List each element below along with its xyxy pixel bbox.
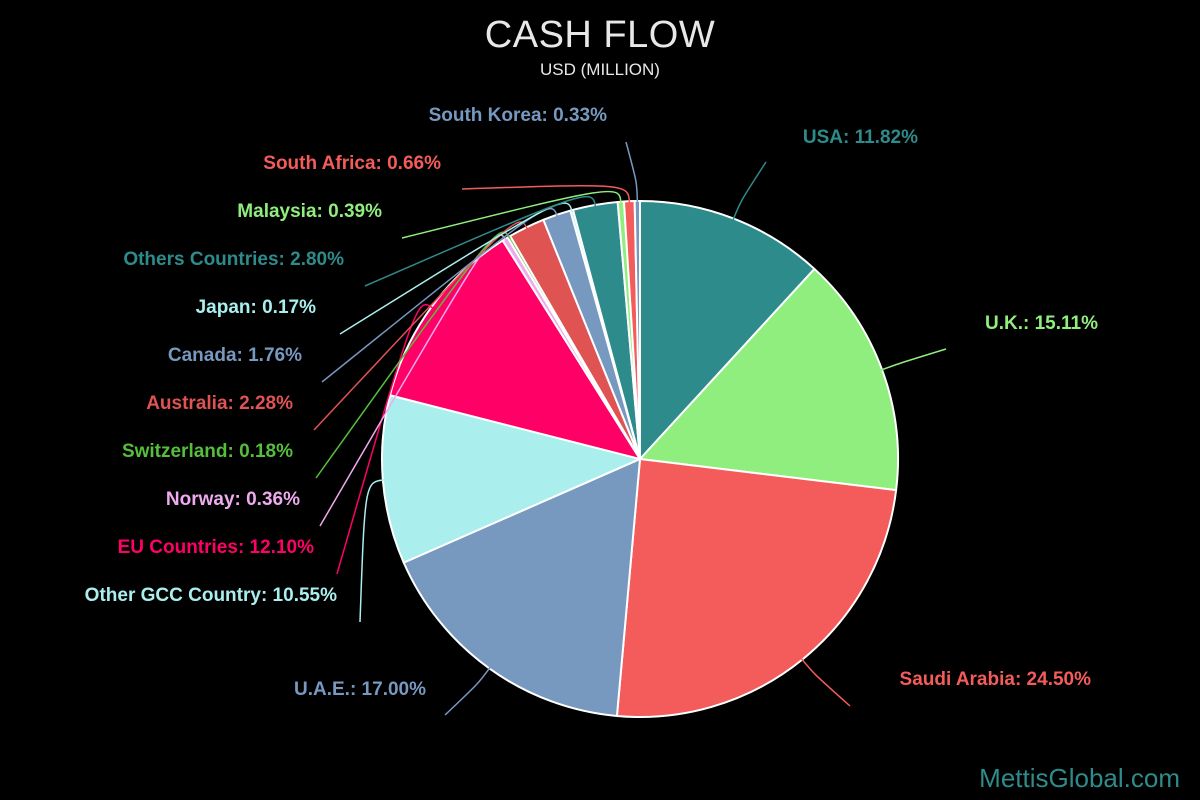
data-label-norway: Norway: 0.36%: [166, 489, 300, 510]
data-label-other-gcc-country: Other GCC Country: 10.55%: [85, 585, 337, 606]
data-label-eu-countries: EU Countries: 12.10%: [118, 537, 314, 558]
connector-malaysia: [401, 190, 622, 239]
data-label-saudi-arabia: Saudi Arabia: 24.50%: [900, 669, 1092, 690]
connector-usa: [732, 161, 767, 221]
data-label-switzerland: Switzerland: 0.18%: [122, 441, 293, 462]
connector-australia: [313, 221, 529, 431]
pie-slice-saudi-arabia[interactable]: [615, 458, 898, 718]
data-label-australia: Australia: 2.28%: [146, 393, 293, 414]
connector-japan: [339, 202, 573, 335]
connector-south-korea: [625, 141, 639, 204]
data-label-south-korea: South Korea: 0.33%: [429, 105, 608, 126]
data-label-malaysia: Malaysia: 0.39%: [237, 201, 382, 222]
connector-other-gcc-country: [359, 479, 385, 623]
connector-u-a-e: [444, 666, 492, 716]
data-label-canada: Canada: 1.76%: [168, 345, 302, 366]
data-label-usa: USA: 11.82%: [803, 127, 918, 148]
connector-others-countries: [364, 195, 597, 287]
chart-subtitle: USD (MILLION): [540, 60, 660, 79]
connector-u-k: [879, 348, 947, 372]
data-label-u-a-e: U.A.E.: 17.00%: [294, 679, 426, 700]
watermark: MettisGlobal.com: [979, 763, 1180, 793]
data-label-japan: Japan: 0.17%: [196, 297, 316, 318]
connector-norway: [319, 234, 507, 527]
connector-eu-countries: [336, 303, 434, 575]
connector-saudi-arabia: [800, 657, 851, 707]
data-label-south-africa: South Africa: 0.66%: [263, 153, 441, 174]
connector-south-africa: [461, 184, 631, 204]
chart-title: CASH FLOW: [484, 14, 716, 56]
data-label-others-countries: Others Countries: 2.80%: [123, 249, 344, 270]
connector-canada: [321, 207, 559, 383]
data-label-u-k: U.K.: 15.11%: [985, 313, 1098, 334]
